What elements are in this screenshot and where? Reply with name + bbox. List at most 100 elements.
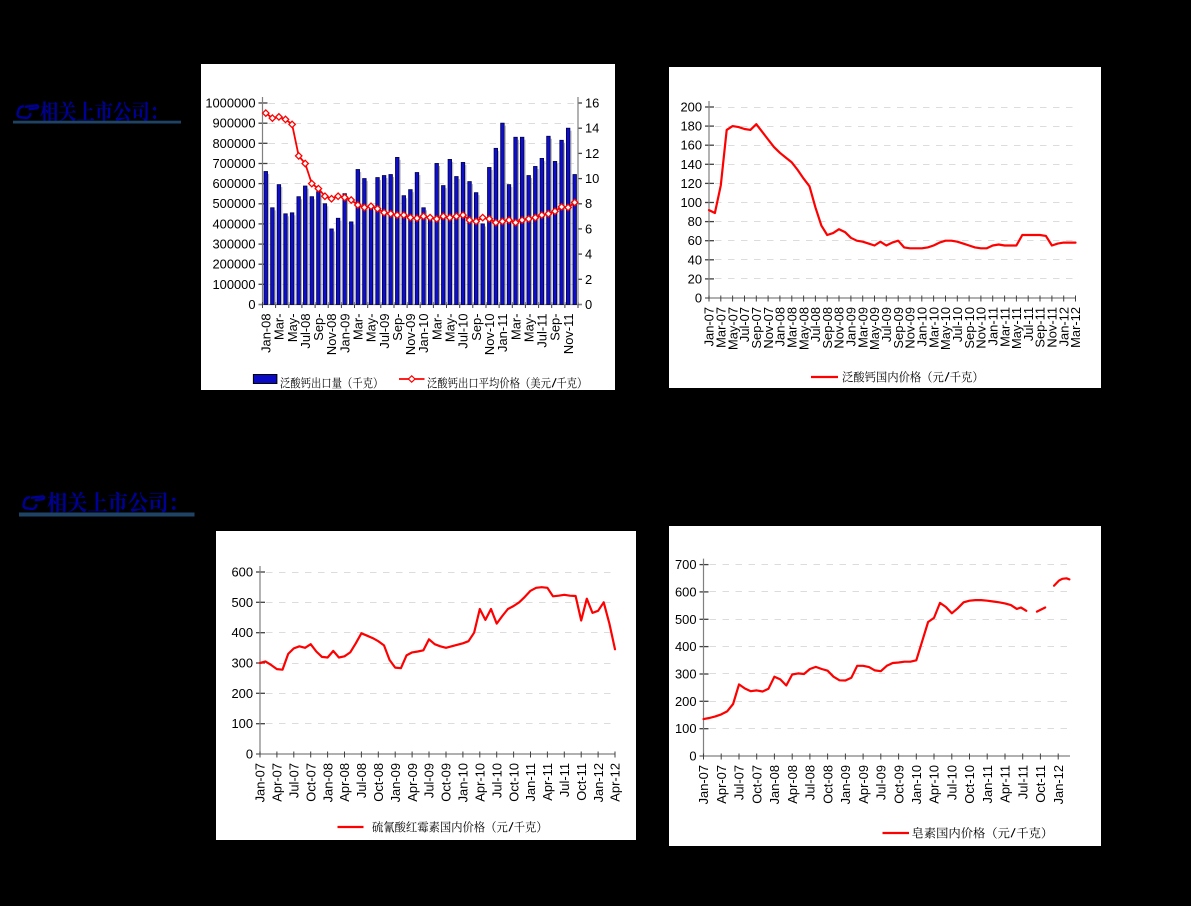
svg-text:Jan-09: Jan-09 xyxy=(844,307,859,346)
svg-text:Jan-09: Jan-09 xyxy=(388,763,403,802)
svg-text:May-11: May-11 xyxy=(1009,307,1024,349)
svg-text:0: 0 xyxy=(689,749,696,764)
svg-text:Oct-07: Oct-07 xyxy=(749,765,764,804)
svg-text:Apr-08: Apr-08 xyxy=(337,763,352,802)
svg-text:0: 0 xyxy=(246,747,253,762)
svg-text:16: 16 xyxy=(585,96,599,111)
svg-text:Jul-09: Jul-09 xyxy=(377,314,392,349)
svg-text:Apr-12: Apr-12 xyxy=(608,763,623,802)
svg-text:Mar-: Mar- xyxy=(351,314,366,341)
svg-text:Jan-11: Jan-11 xyxy=(980,765,995,803)
svg-text:Oct-08: Oct-08 xyxy=(371,763,386,802)
svg-text:Oct-11: Oct-11 xyxy=(574,763,589,801)
svg-text:Jan-10: Jan-10 xyxy=(909,765,924,804)
svg-text:700: 700 xyxy=(675,557,697,572)
svg-text:Sep-09: Sep-09 xyxy=(891,307,906,349)
svg-text:200: 200 xyxy=(680,100,702,115)
svg-text:Mar-: Mar- xyxy=(508,314,523,341)
svg-text:Jul-07: Jul-07 xyxy=(732,765,747,800)
svg-text:Jul-08: Jul-08 xyxy=(298,314,313,349)
svg-text:Mar-12: Mar-12 xyxy=(1068,307,1083,348)
svg-text:20: 20 xyxy=(688,271,702,286)
svg-text:Jul-09: Jul-09 xyxy=(874,765,889,800)
svg-text:Apr-10: Apr-10 xyxy=(927,765,942,804)
svg-text:Apr-09: Apr-09 xyxy=(856,765,871,804)
svg-text:Nov-11: Nov-11 xyxy=(561,314,576,355)
svg-text:May-: May- xyxy=(364,314,379,343)
svg-text:Apr-07: Apr-07 xyxy=(714,765,729,804)
svg-text:Mar-09: Mar-09 xyxy=(855,307,870,348)
svg-text:Jan-07: Jan-07 xyxy=(696,765,711,804)
svg-text:May-10: May-10 xyxy=(938,307,953,350)
svg-text:Mar-: Mar- xyxy=(272,314,287,341)
svg-text:Jul-08: Jul-08 xyxy=(808,307,823,342)
svg-text:Nov-07: Nov-07 xyxy=(761,307,776,349)
svg-text:Jul-10: Jul-10 xyxy=(950,307,965,342)
svg-text:Jul-09: Jul-09 xyxy=(422,763,437,798)
svg-text:Jan-08: Jan-08 xyxy=(320,763,335,802)
svg-text:Sep-08: Sep-08 xyxy=(820,307,835,349)
svg-text:180: 180 xyxy=(680,119,702,134)
svg-text:Jul-10: Jul-10 xyxy=(945,765,960,800)
svg-text:Sep-07: Sep-07 xyxy=(749,307,764,349)
svg-text:Mar-11: Mar-11 xyxy=(997,307,1012,347)
svg-text:100: 100 xyxy=(675,721,697,736)
svg-text:Jan-11: Jan-11 xyxy=(523,763,538,801)
svg-text:Nov-08: Nov-08 xyxy=(832,307,847,349)
svg-text:Jul-11: Jul-11 xyxy=(557,763,572,797)
svg-text:14: 14 xyxy=(585,121,599,136)
svg-text:2: 2 xyxy=(585,272,592,287)
svg-text:Jan-12: Jan-12 xyxy=(1056,307,1071,346)
svg-text:Sep-: Sep- xyxy=(390,314,405,341)
svg-text:Jul-09: Jul-09 xyxy=(879,307,894,342)
svg-text:160: 160 xyxy=(680,138,702,153)
svg-text:Sep-: Sep- xyxy=(469,314,484,341)
svg-text:May-09: May-09 xyxy=(867,307,882,350)
svg-text:Jan-12: Jan-12 xyxy=(1051,765,1066,804)
svg-text:Sep-: Sep- xyxy=(548,314,563,341)
svg-text:Mar-08: Mar-08 xyxy=(785,307,800,348)
svg-text:Jul-11: Jul-11 xyxy=(1021,307,1036,341)
svg-text:400: 400 xyxy=(231,625,253,640)
svg-text:800000: 800000 xyxy=(212,136,255,151)
svg-text:12: 12 xyxy=(585,146,599,161)
svg-text:Apr-07: Apr-07 xyxy=(270,763,285,802)
svg-text:Jan-08: Jan-08 xyxy=(259,314,274,353)
svg-text:Apr-11: Apr-11 xyxy=(540,763,555,801)
svg-text:100: 100 xyxy=(680,195,702,210)
svg-text:600: 600 xyxy=(675,584,697,599)
svg-text:200: 200 xyxy=(675,694,697,709)
svg-text:Oct-09: Oct-09 xyxy=(891,765,906,804)
svg-text:8: 8 xyxy=(585,196,592,211)
svg-text:900000: 900000 xyxy=(212,116,255,131)
svg-text:Jan-09: Jan-09 xyxy=(337,314,352,353)
svg-text:Sep-11: Sep-11 xyxy=(1033,307,1048,348)
svg-text:300000: 300000 xyxy=(212,237,255,252)
svg-text:100000: 100000 xyxy=(212,277,255,292)
svg-text:Nov-08: Nov-08 xyxy=(324,314,339,356)
svg-text:0: 0 xyxy=(585,297,592,312)
svg-text:May-: May- xyxy=(443,314,458,343)
svg-text:140: 140 xyxy=(680,157,702,172)
svg-text:Oct-11: Oct-11 xyxy=(1033,765,1048,803)
svg-text:Jan-10: Jan-10 xyxy=(915,307,930,346)
svg-text:Jan-08: Jan-08 xyxy=(767,765,782,804)
svg-text:Sep-: Sep- xyxy=(311,314,326,341)
svg-text:Nov-11: Nov-11 xyxy=(1045,307,1060,348)
svg-text:May-08: May-08 xyxy=(796,307,811,350)
svg-text:Oct-10: Oct-10 xyxy=(962,765,977,804)
svg-text:Jan-10: Jan-10 xyxy=(456,763,471,802)
svg-text:Jul-11: Jul-11 xyxy=(535,314,550,348)
svg-text:80: 80 xyxy=(688,214,702,229)
svg-text:May-07: May-07 xyxy=(725,307,740,350)
svg-text:Oct-10: Oct-10 xyxy=(506,763,521,802)
svg-text:Jan-11: Jan-11 xyxy=(985,307,1000,345)
svg-text:Apr-10: Apr-10 xyxy=(473,763,488,802)
svg-text:Jan-08: Jan-08 xyxy=(773,307,788,346)
svg-text:120: 120 xyxy=(680,176,702,191)
svg-text:700000: 700000 xyxy=(212,156,255,171)
svg-text:500: 500 xyxy=(675,612,697,627)
svg-text:400000: 400000 xyxy=(212,216,255,231)
svg-text:600: 600 xyxy=(231,565,253,580)
svg-text:Jan-11: Jan-11 xyxy=(495,314,510,352)
